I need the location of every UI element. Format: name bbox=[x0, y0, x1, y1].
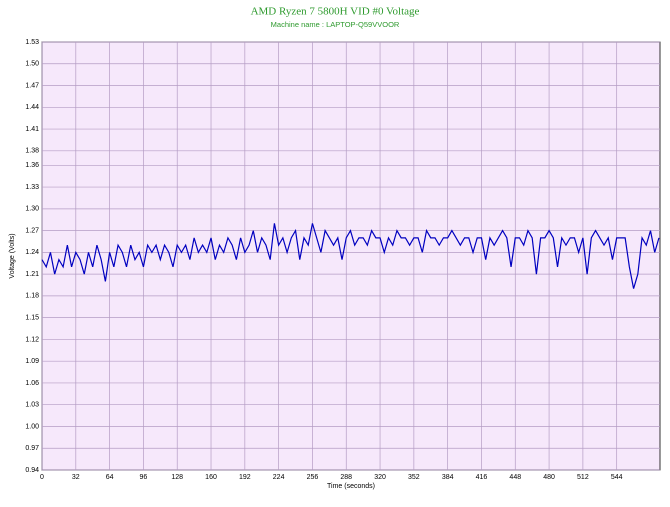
y-tick-label: 1.41 bbox=[25, 126, 39, 133]
x-tick-label: 32 bbox=[72, 474, 80, 481]
y-tick-label: 0.97 bbox=[25, 445, 39, 452]
x-tick-label: 224 bbox=[273, 474, 285, 481]
x-tick-label: 192 bbox=[239, 474, 251, 481]
y-tick-label: 1.36 bbox=[25, 162, 39, 169]
chart-subtitle: Machine name : LAPTOP-Q59VVOOR bbox=[271, 20, 400, 29]
y-tick-label: 1.38 bbox=[25, 148, 39, 155]
y-tick-label: 1.03 bbox=[25, 402, 39, 409]
chart-title: AMD Ryzen 7 5800H VID #0 Voltage bbox=[251, 6, 420, 18]
x-tick-label: 0 bbox=[40, 474, 44, 481]
x-tick-label: 96 bbox=[140, 474, 148, 481]
x-axis-label: Time (seconds) bbox=[327, 483, 375, 490]
x-tick-label: 416 bbox=[476, 474, 488, 481]
y-tick-label: 1.53 bbox=[25, 39, 39, 46]
x-tick-label: 160 bbox=[205, 474, 217, 481]
x-tick-label: 256 bbox=[307, 474, 319, 481]
y-tick-label: 1.47 bbox=[25, 82, 39, 89]
x-tick-label: 320 bbox=[374, 474, 386, 481]
y-tick-label: 1.12 bbox=[25, 336, 39, 343]
y-tick-label: 1.21 bbox=[25, 271, 39, 278]
y-tick-label: 1.00 bbox=[25, 423, 39, 430]
y-tick-label: 1.06 bbox=[25, 380, 39, 387]
x-tick-label: 384 bbox=[442, 474, 454, 481]
y-tick-label: 1.27 bbox=[25, 227, 39, 234]
x-tick-label: 512 bbox=[577, 474, 589, 481]
x-tick-label: 288 bbox=[340, 474, 352, 481]
y-tick-label: 1.44 bbox=[25, 104, 39, 111]
y-tick-label: 1.18 bbox=[25, 293, 39, 300]
y-tick-label: 1.30 bbox=[25, 206, 39, 213]
y-tick-label: 0.94 bbox=[25, 467, 39, 474]
data-line bbox=[41, 223, 660, 289]
x-tick-label: 480 bbox=[543, 474, 555, 481]
y-tick-label: 1.15 bbox=[25, 315, 39, 322]
x-tick-label: 352 bbox=[408, 474, 420, 481]
x-tick-label: 64 bbox=[106, 474, 114, 481]
y-tick-label: 1.50 bbox=[25, 61, 39, 68]
x-tick-label: 128 bbox=[171, 474, 183, 481]
x-tick-label: 544 bbox=[611, 474, 623, 481]
y-tick-label: 1.09 bbox=[25, 358, 39, 365]
plot-area bbox=[41, 41, 661, 471]
y-tick-label: 1.33 bbox=[25, 184, 39, 191]
y-axis-label: Voltage (Volts) bbox=[9, 233, 16, 278]
y-tick-label: 1.24 bbox=[25, 249, 39, 256]
x-tick-label: 448 bbox=[509, 474, 521, 481]
